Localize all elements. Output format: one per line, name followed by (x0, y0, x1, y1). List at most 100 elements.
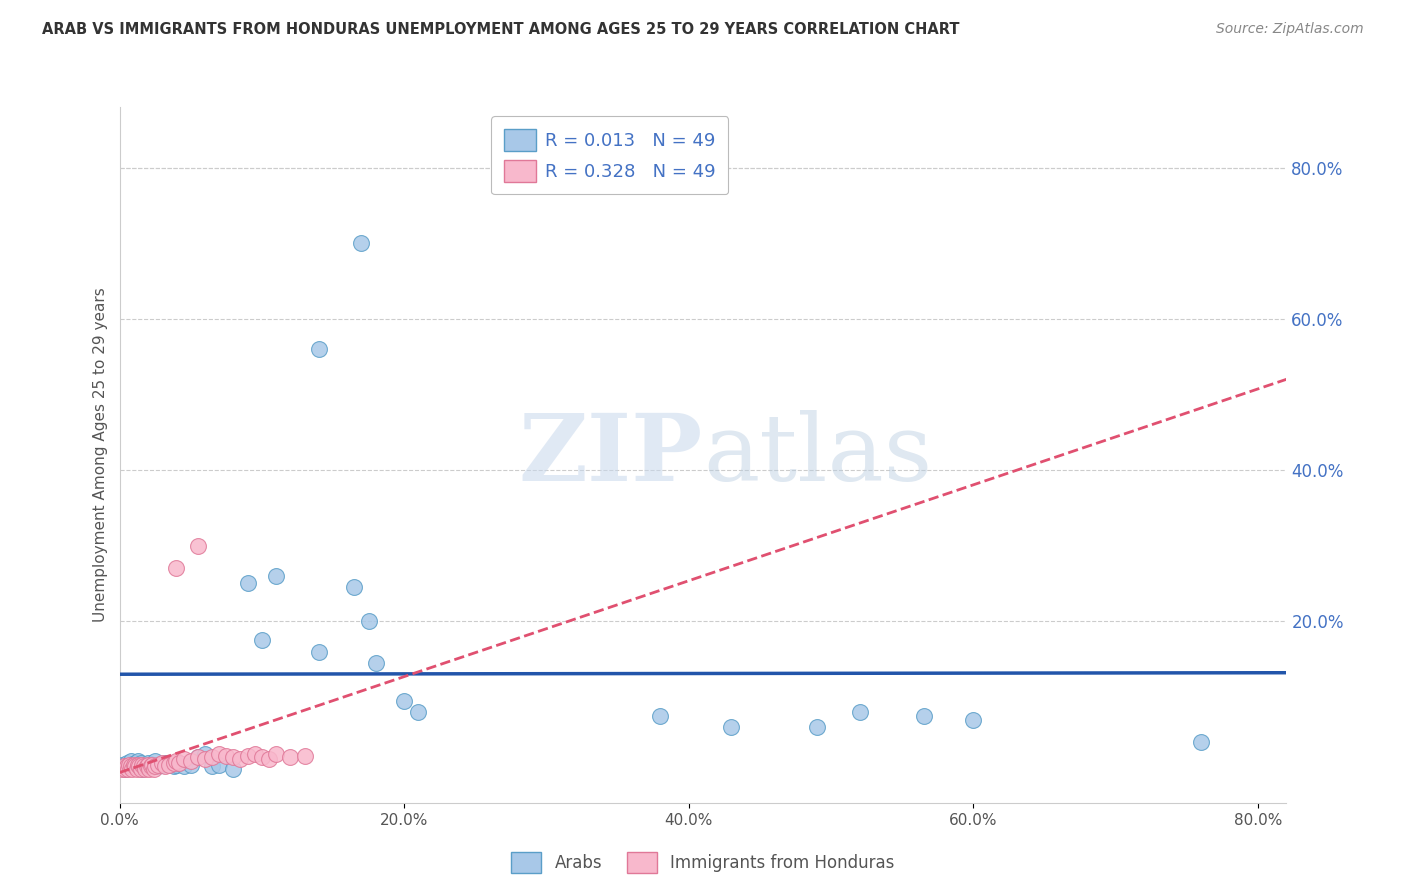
Point (135, 758, 157, 772)
Point (111, 762, 134, 776)
Point (187, 750, 209, 764)
Point (294, 748, 316, 763)
Point (201, 759, 224, 773)
Point (146, 759, 169, 773)
Point (350, 236, 373, 251)
Point (128, 759, 150, 773)
Text: atlas: atlas (703, 410, 932, 500)
Point (208, 747, 231, 761)
Point (132, 759, 155, 773)
Point (118, 758, 141, 772)
Point (187, 539, 209, 553)
Point (128, 758, 150, 772)
Point (250, 633, 273, 648)
Point (162, 756, 184, 771)
Point (139, 759, 162, 773)
Point (150, 758, 173, 772)
Point (165, 758, 187, 772)
Point (157, 758, 180, 772)
Point (122, 758, 145, 772)
Point (308, 644, 330, 658)
Point (121, 762, 143, 776)
Text: ARAB VS IMMIGRANTS FROM HONDURAS UNEMPLOYMENT AMONG AGES 25 TO 29 YEARS CORRELAT: ARAB VS IMMIGRANTS FROM HONDURAS UNEMPLO… (42, 22, 960, 37)
Point (136, 756, 159, 771)
Point (142, 762, 165, 776)
Point (222, 750, 245, 764)
Point (131, 758, 153, 772)
Point (180, 758, 202, 772)
Point (173, 759, 195, 773)
Point (135, 759, 157, 773)
Point (392, 694, 415, 708)
Point (115, 759, 138, 773)
Point (165, 754, 187, 768)
Point (138, 762, 160, 776)
Point (308, 342, 330, 356)
Point (650, 708, 672, 723)
Point (143, 759, 166, 773)
Point (153, 759, 176, 773)
Point (114, 762, 136, 776)
Point (364, 656, 387, 670)
Point (264, 569, 287, 583)
Point (720, 720, 742, 734)
Point (278, 750, 301, 764)
Point (129, 762, 152, 776)
Point (806, 720, 828, 734)
Point (222, 762, 245, 776)
Point (134, 762, 156, 776)
Point (122, 758, 145, 772)
Point (111, 758, 134, 772)
Point (1189, 735, 1212, 749)
Point (264, 747, 287, 761)
Point (129, 756, 152, 771)
Point (117, 759, 139, 773)
Point (962, 713, 984, 727)
Point (131, 762, 153, 776)
Point (124, 759, 146, 773)
Point (142, 758, 165, 772)
Point (127, 758, 149, 772)
Point (848, 705, 870, 719)
Point (165, 561, 187, 575)
Point (125, 759, 148, 773)
Point (114, 762, 136, 776)
Point (243, 747, 266, 761)
Point (150, 756, 173, 771)
Point (173, 752, 195, 766)
Point (136, 758, 159, 772)
Point (121, 758, 143, 772)
Point (208, 758, 231, 772)
Point (194, 752, 217, 766)
Point (408, 705, 430, 719)
Legend: Arabs, Immigrants from Honduras: Arabs, Immigrants from Honduras (505, 846, 901, 880)
Point (143, 754, 166, 768)
Point (201, 750, 224, 764)
Point (357, 615, 380, 629)
Point (120, 759, 142, 773)
Point (112, 759, 135, 773)
Point (146, 758, 169, 772)
Point (117, 762, 139, 776)
Point (187, 750, 209, 764)
Point (180, 754, 202, 768)
Point (215, 748, 238, 763)
Point (127, 754, 149, 768)
Legend: R = 0.013   N = 49, R = 0.328   N = 49: R = 0.013 N = 49, R = 0.328 N = 49 (491, 116, 728, 194)
Point (236, 576, 259, 591)
Point (115, 756, 138, 771)
Point (250, 750, 273, 764)
Point (141, 758, 163, 772)
Point (194, 747, 217, 761)
Y-axis label: Unemployment Among Ages 25 to 29 years: Unemployment Among Ages 25 to 29 years (93, 287, 108, 623)
Point (257, 752, 280, 766)
Text: Source: ZipAtlas.com: Source: ZipAtlas.com (1216, 22, 1364, 37)
Point (153, 756, 176, 771)
Point (120, 754, 142, 768)
Point (169, 756, 191, 771)
Point (912, 708, 935, 723)
Text: ZIP: ZIP (519, 410, 703, 500)
Point (124, 756, 146, 771)
Point (229, 752, 252, 766)
Point (139, 759, 162, 773)
